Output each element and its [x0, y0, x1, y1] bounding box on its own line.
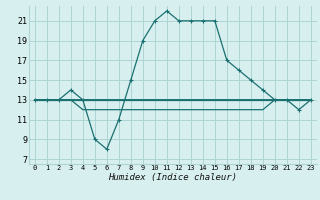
X-axis label: Humidex (Indice chaleur): Humidex (Indice chaleur) [108, 173, 237, 182]
